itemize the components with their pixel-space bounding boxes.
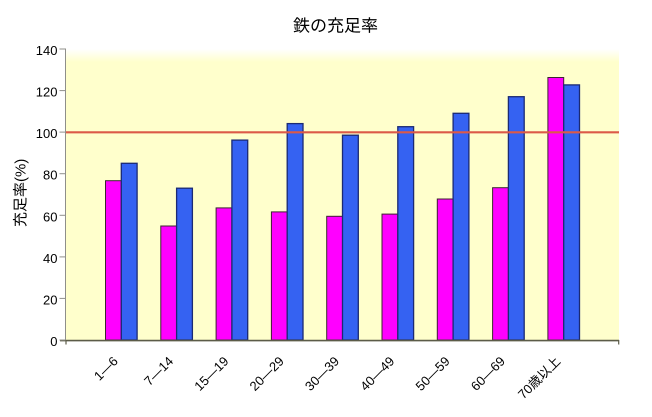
svg-text:140: 140 xyxy=(36,43,58,58)
svg-text:120: 120 xyxy=(36,85,58,100)
svg-text:20: 20 xyxy=(43,292,57,307)
svg-text:60: 60 xyxy=(43,209,57,224)
svg-text:0: 0 xyxy=(50,334,57,349)
svg-text:40: 40 xyxy=(43,251,57,266)
svg-text:80: 80 xyxy=(43,168,57,183)
svg-text:100: 100 xyxy=(36,126,58,141)
svg-text:(%): (%) xyxy=(13,159,30,182)
